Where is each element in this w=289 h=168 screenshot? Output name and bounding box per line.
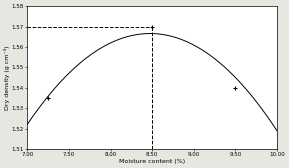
X-axis label: Moisture content (%): Moisture content (%): [119, 159, 185, 164]
Y-axis label: Dry density (g cm⁻³): Dry density (g cm⁻³): [4, 45, 10, 110]
